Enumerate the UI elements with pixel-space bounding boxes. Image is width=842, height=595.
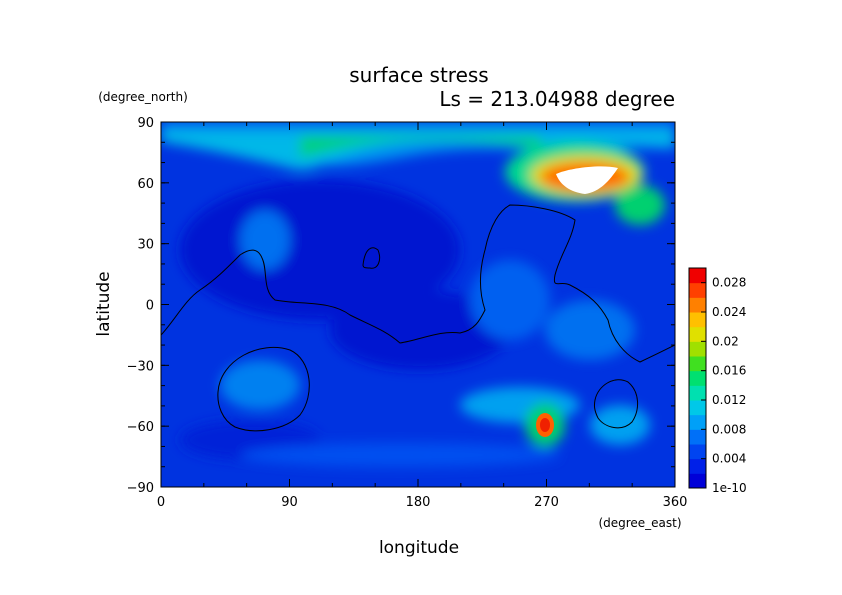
y-tick-label: −90 xyxy=(127,481,154,496)
heatmap-field xyxy=(161,122,675,487)
x-axis: 0 90 180 270 360 xyxy=(157,122,688,510)
colorbar-tick-label: 0.012 xyxy=(712,393,746,407)
colorbar-segment xyxy=(689,356,706,372)
colorbar-tick-label: 0.028 xyxy=(712,276,746,290)
colorbar-segment xyxy=(689,385,706,401)
x-units: (degree_east) xyxy=(598,516,681,530)
colorbar-segment xyxy=(689,414,706,430)
y-tick-label: −60 xyxy=(127,420,154,435)
colorbar-tick-label: 0.008 xyxy=(712,422,746,436)
chart-title: surface stress xyxy=(349,63,488,87)
y-units: (degree_north) xyxy=(98,90,188,104)
colorbar-segment xyxy=(689,341,706,357)
colorbar-segment xyxy=(689,458,706,474)
colorbar-segment xyxy=(689,326,706,342)
y-tick-label: 60 xyxy=(137,177,154,192)
x-tick-label: 270 xyxy=(534,495,559,510)
colorbar-tick-label: 0.02 xyxy=(712,334,739,348)
y-tick-label: 90 xyxy=(137,116,154,131)
y-tick-label: 30 xyxy=(137,238,154,253)
y-tick-label: −30 xyxy=(127,359,154,374)
colorbar: 1e-10 0.004 0.008 0.012 0.016 0.02 0.024 0.028 xyxy=(688,267,747,495)
colorbar-segment xyxy=(689,282,706,298)
colorbar-segment xyxy=(689,429,706,445)
colorbar-tick-label: 0.024 xyxy=(712,305,746,319)
x-tick-label: 180 xyxy=(406,495,431,510)
chart-subtitle: Ls = 213.04988 degree xyxy=(439,87,675,111)
colorbar-segment xyxy=(689,444,706,460)
y-axis: 90 60 30 0 −30 −60 −90 xyxy=(127,116,675,496)
x-tick-label: 90 xyxy=(281,495,298,510)
colorbar-tick-label: 0.016 xyxy=(712,364,746,378)
colorbar-tick-label: 1e-10 xyxy=(712,481,747,495)
colorbar-tick-label: 0.004 xyxy=(712,452,746,466)
x-tick-label: 0 xyxy=(157,495,165,510)
x-axis-label: longitude xyxy=(379,538,459,558)
colorbar-segment xyxy=(689,312,706,328)
y-axis-label: latitude xyxy=(94,271,114,336)
contour-lines xyxy=(161,204,675,432)
colorbar-segment xyxy=(689,268,706,284)
colorbar-frame xyxy=(688,267,707,489)
colorbar-segment xyxy=(689,400,706,416)
colorbar-segment xyxy=(689,370,706,386)
colorbar-segment xyxy=(689,297,706,313)
x-tick-label: 360 xyxy=(663,495,688,510)
colorbar-segment xyxy=(689,473,706,489)
y-tick-label: 0 xyxy=(146,299,154,314)
